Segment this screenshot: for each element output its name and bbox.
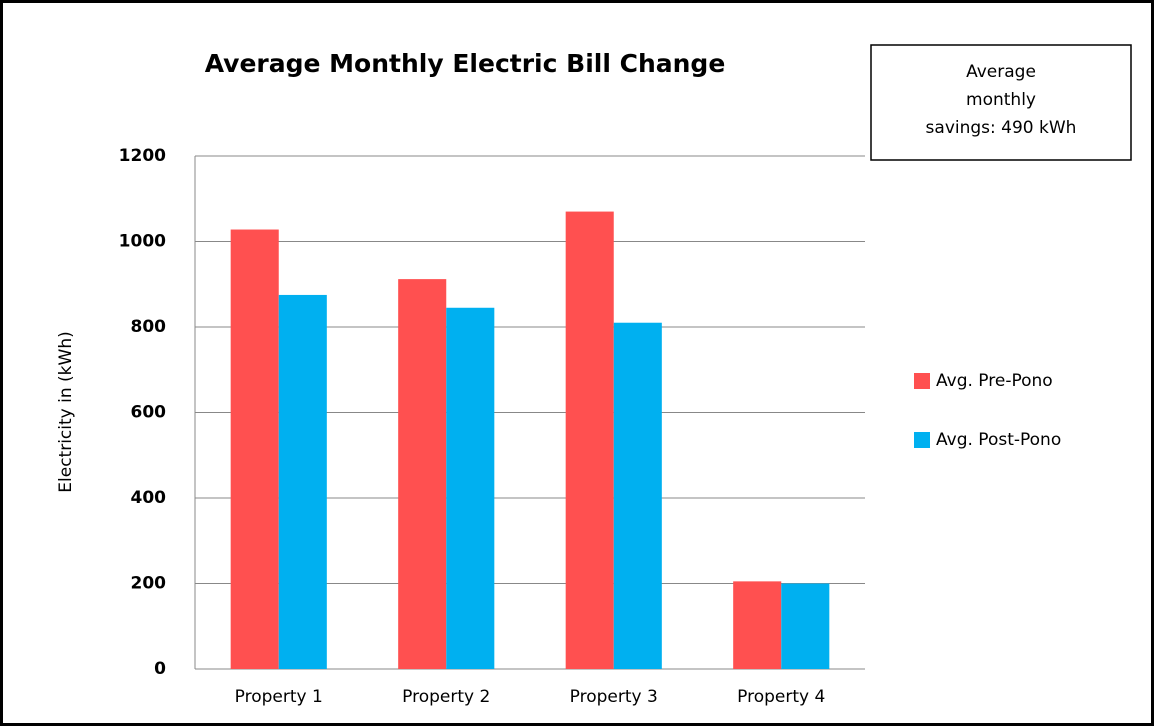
chart-title: Average Monthly Electric Bill Change [205, 49, 726, 78]
y-axis-label: Electricity in (kWh) [56, 331, 76, 492]
bar [565, 211, 614, 669]
annotation: Average [966, 62, 1036, 82]
annotation: savings: 490 kWh [926, 118, 1077, 138]
legend-label: Avg. Pre-Pono [936, 371, 1053, 391]
legend-label: Avg. Post-Pono [936, 430, 1061, 450]
x-tick-label: Property 4 [737, 687, 825, 707]
y-tick-label: 200 [131, 574, 167, 594]
y-tick-label: 1000 [119, 232, 166, 252]
x-tick-label: Property 1 [235, 687, 323, 707]
y-tick-label: 800 [131, 317, 167, 337]
y-tick-label: 1200 [119, 146, 166, 166]
bar [230, 229, 279, 669]
legend-swatch [914, 373, 930, 389]
y-tick-label: 400 [131, 488, 167, 508]
bar [398, 279, 447, 669]
legend-swatch [914, 432, 930, 448]
bar [613, 322, 662, 669]
bar [781, 583, 830, 669]
bar [733, 581, 782, 669]
x-tick-label: Property 2 [402, 687, 490, 707]
annotation: monthly [966, 90, 1036, 110]
x-tick-label: Property 3 [570, 687, 658, 707]
y-tick-label: 600 [131, 403, 167, 423]
annotation-box [870, 44, 1132, 161]
y-tick-label: 0 [154, 659, 166, 679]
bar [278, 294, 327, 669]
bar [446, 307, 495, 669]
